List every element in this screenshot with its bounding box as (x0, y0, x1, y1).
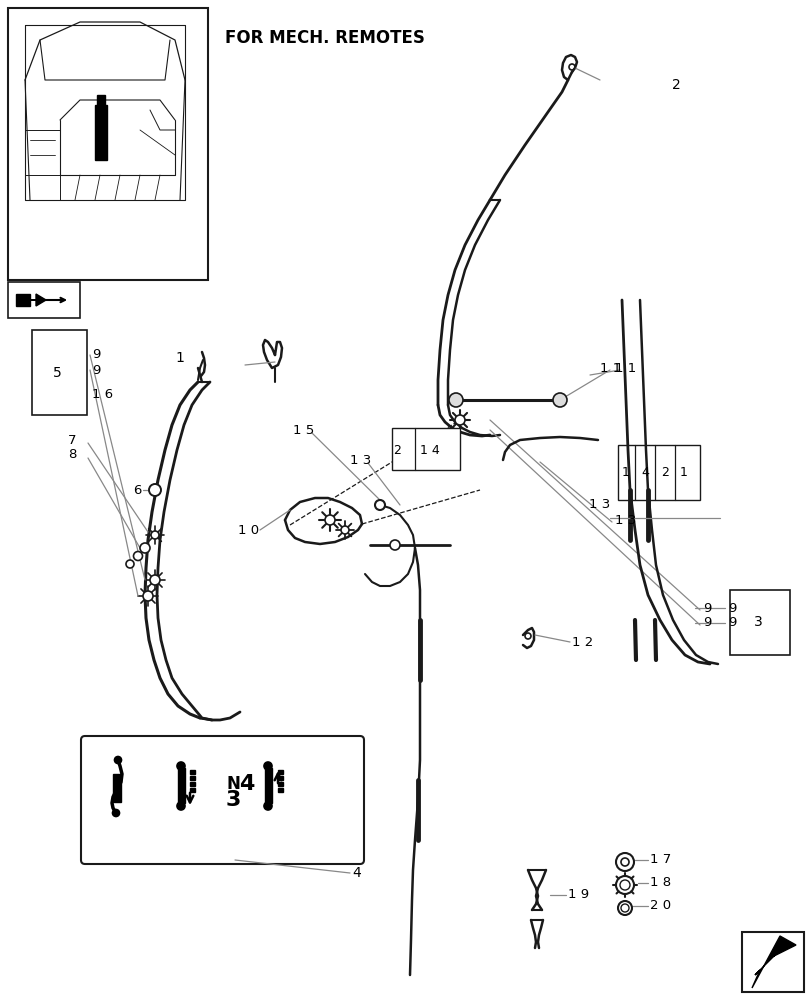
Text: 2 0: 2 0 (649, 899, 671, 912)
Text: 9: 9 (92, 363, 101, 376)
Bar (8, 8, 208, 280)
Circle shape (126, 560, 134, 568)
Bar (113, 774, 121, 802)
Text: 1 7: 1 7 (649, 853, 671, 866)
Text: 9: 9 (702, 616, 710, 630)
Circle shape (448, 393, 462, 407)
Text: 1 2: 1 2 (571, 636, 593, 648)
Text: 1: 1 (621, 466, 629, 479)
Bar (190, 776, 195, 780)
Text: 4: 4 (640, 466, 648, 479)
Bar (178, 768, 185, 803)
Text: 1 9: 1 9 (568, 888, 589, 901)
Bar (277, 776, 283, 780)
Text: N: N (225, 775, 239, 793)
Text: 3: 3 (225, 790, 240, 810)
Text: 1 3: 1 3 (614, 514, 636, 526)
Text: 1 5: 1 5 (293, 424, 314, 436)
Bar (264, 768, 272, 803)
Text: 9: 9 (92, 349, 101, 361)
Bar (16, 294, 30, 306)
Bar (277, 782, 283, 786)
Circle shape (139, 543, 150, 553)
Text: 1: 1 (680, 466, 687, 479)
Circle shape (151, 531, 159, 539)
Text: 2: 2 (660, 466, 668, 479)
Circle shape (264, 802, 272, 810)
Text: 1: 1 (175, 351, 183, 365)
Text: 4: 4 (239, 774, 255, 794)
Circle shape (133, 552, 142, 560)
Text: 1 3: 1 3 (350, 454, 371, 466)
Text: 9: 9 (727, 616, 736, 630)
FancyArrowPatch shape (41, 298, 65, 302)
Bar (277, 770, 283, 774)
Bar (392, 428, 460, 470)
Text: 1 0: 1 0 (238, 524, 259, 536)
Text: 9: 9 (727, 601, 736, 614)
Text: 8: 8 (68, 448, 76, 462)
Text: 1 6: 1 6 (92, 387, 113, 400)
Bar (617, 445, 699, 500)
FancyArrow shape (18, 294, 46, 306)
Text: 2: 2 (672, 78, 680, 92)
Bar (32, 330, 87, 415)
Text: 7: 7 (68, 434, 76, 446)
Text: 1 8: 1 8 (649, 876, 671, 889)
FancyBboxPatch shape (81, 736, 363, 864)
Text: 6: 6 (134, 484, 142, 496)
Text: 4: 4 (351, 866, 360, 880)
Circle shape (177, 802, 185, 810)
Bar (97, 95, 105, 109)
Text: 1 3: 1 3 (588, 498, 609, 512)
Circle shape (148, 484, 161, 496)
Text: 1 1: 1 1 (599, 361, 620, 374)
Circle shape (143, 591, 152, 601)
Circle shape (552, 393, 566, 407)
Text: FOR MECH. REMOTES: FOR MECH. REMOTES (225, 29, 424, 47)
Bar (190, 788, 195, 792)
Circle shape (525, 633, 530, 639)
Text: 5: 5 (53, 366, 62, 380)
Circle shape (389, 540, 400, 550)
Text: 9: 9 (702, 601, 710, 614)
Circle shape (177, 762, 185, 770)
Circle shape (113, 809, 119, 816)
Bar (8, 282, 80, 318)
Circle shape (264, 762, 272, 770)
Circle shape (341, 526, 349, 534)
Text: 3: 3 (753, 615, 762, 629)
Circle shape (150, 575, 160, 585)
Circle shape (324, 515, 335, 525)
Text: 1 4: 1 4 (419, 444, 440, 456)
Bar (95, 105, 107, 160)
Polygon shape (751, 936, 795, 988)
Bar (729, 590, 789, 655)
Text: 1 1: 1 1 (614, 361, 636, 374)
Bar (277, 788, 283, 792)
Circle shape (454, 415, 465, 425)
Bar (741, 932, 803, 992)
Bar (190, 782, 195, 786)
Circle shape (375, 500, 384, 510)
Bar (190, 770, 195, 774)
Circle shape (114, 756, 122, 764)
Text: 2: 2 (393, 444, 401, 456)
